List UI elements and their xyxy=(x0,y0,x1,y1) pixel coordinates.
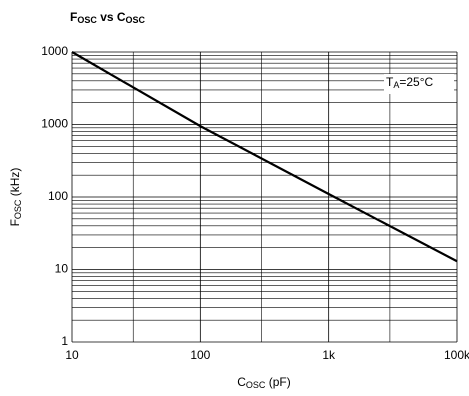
annotation-box xyxy=(384,74,454,94)
text-part: F xyxy=(8,219,22,226)
text-part: T xyxy=(386,75,394,89)
x-tick-label: 10 xyxy=(65,348,79,362)
subscript: OSC xyxy=(13,199,23,219)
y-tick-label: 10 xyxy=(55,262,69,276)
x-axis-label: COSC (pF) xyxy=(237,375,291,390)
x-tick-label: 100 xyxy=(190,348,210,362)
text-part: C xyxy=(237,375,246,389)
subscript: OSC xyxy=(77,15,97,25)
text-part: (pF) xyxy=(265,375,290,389)
chart-title: FOSC vs COSC xyxy=(70,10,146,25)
y-tick-label: 100 xyxy=(48,189,68,203)
subscript: A xyxy=(393,80,399,90)
y-tick-label: 1 xyxy=(61,334,68,348)
y-tick-label: 1000 xyxy=(41,44,68,58)
y-axis-label: FOSC (kHz) xyxy=(8,168,23,227)
subscript: OSC xyxy=(126,15,146,25)
annotation: TA=25°C xyxy=(384,74,454,94)
data-line xyxy=(71,51,458,263)
x-tick-label: 1k xyxy=(322,348,336,362)
annotation-text: TA=25°C xyxy=(386,75,434,90)
x-tick-label: 100k xyxy=(444,348,469,362)
text-part: =25°C xyxy=(399,75,433,89)
text-part: (kHz) xyxy=(8,168,22,200)
text-part: vs C xyxy=(97,10,126,24)
y-tick-label: 1000 xyxy=(41,117,68,131)
subscript: OSC xyxy=(246,380,266,390)
text-part: F xyxy=(70,10,77,24)
